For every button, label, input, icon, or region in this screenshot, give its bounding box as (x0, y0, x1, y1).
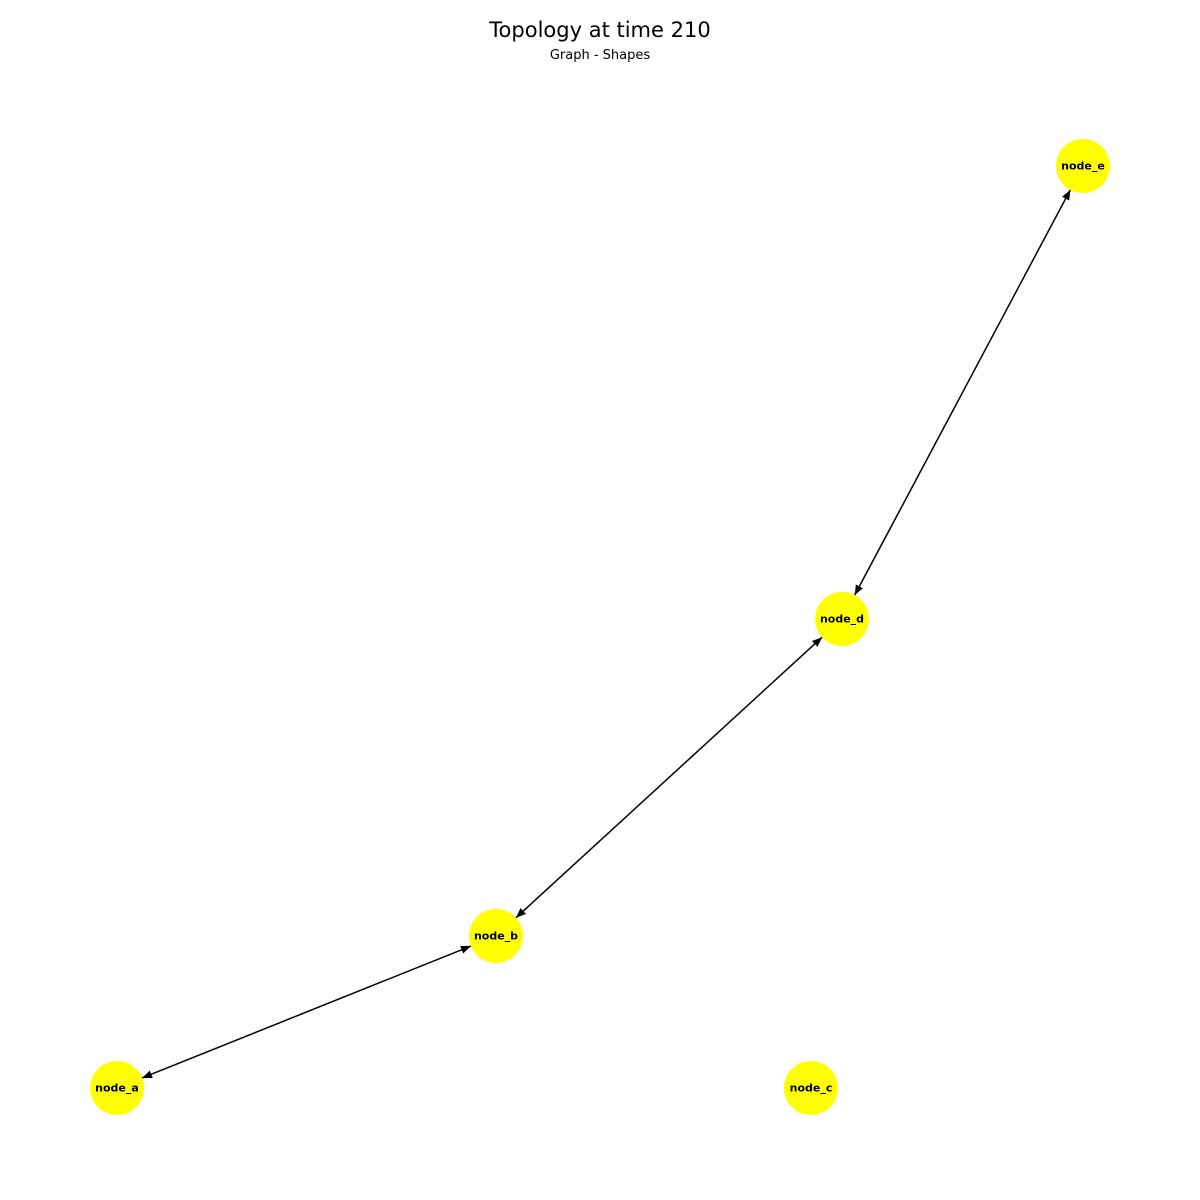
node-label: node_d (820, 613, 864, 626)
graph-node-node_a: node_a (90, 1061, 144, 1115)
node-circle (784, 1061, 838, 1115)
graph-node-node_b: node_b (469, 909, 523, 963)
edges-layer (141, 189, 1071, 1079)
nodes-layer: node_a node_b node_c node_d node_e (90, 139, 1110, 1115)
page-subtitle: Graph - Shapes (549, 48, 651, 63)
edge-node_d-node_e (854, 189, 1071, 596)
graph-node-node_c: node_c (784, 1061, 838, 1115)
node-circle (815, 592, 869, 646)
node-circle (1056, 139, 1110, 193)
graph-node-node_d: node_d (815, 592, 869, 646)
node-label: node_c (790, 1082, 833, 1095)
node-label: node_b (474, 930, 518, 943)
node-label: node_e (1061, 160, 1105, 173)
node-label: node_a (95, 1082, 139, 1095)
edge-node_b-node_d (515, 636, 823, 919)
node-circle (90, 1061, 144, 1115)
page-title: Topology at time 210 (489, 18, 711, 42)
graph-node-node_e: node_e (1056, 139, 1110, 193)
node-circle (469, 909, 523, 963)
edge-node_a-node_b (141, 945, 472, 1079)
